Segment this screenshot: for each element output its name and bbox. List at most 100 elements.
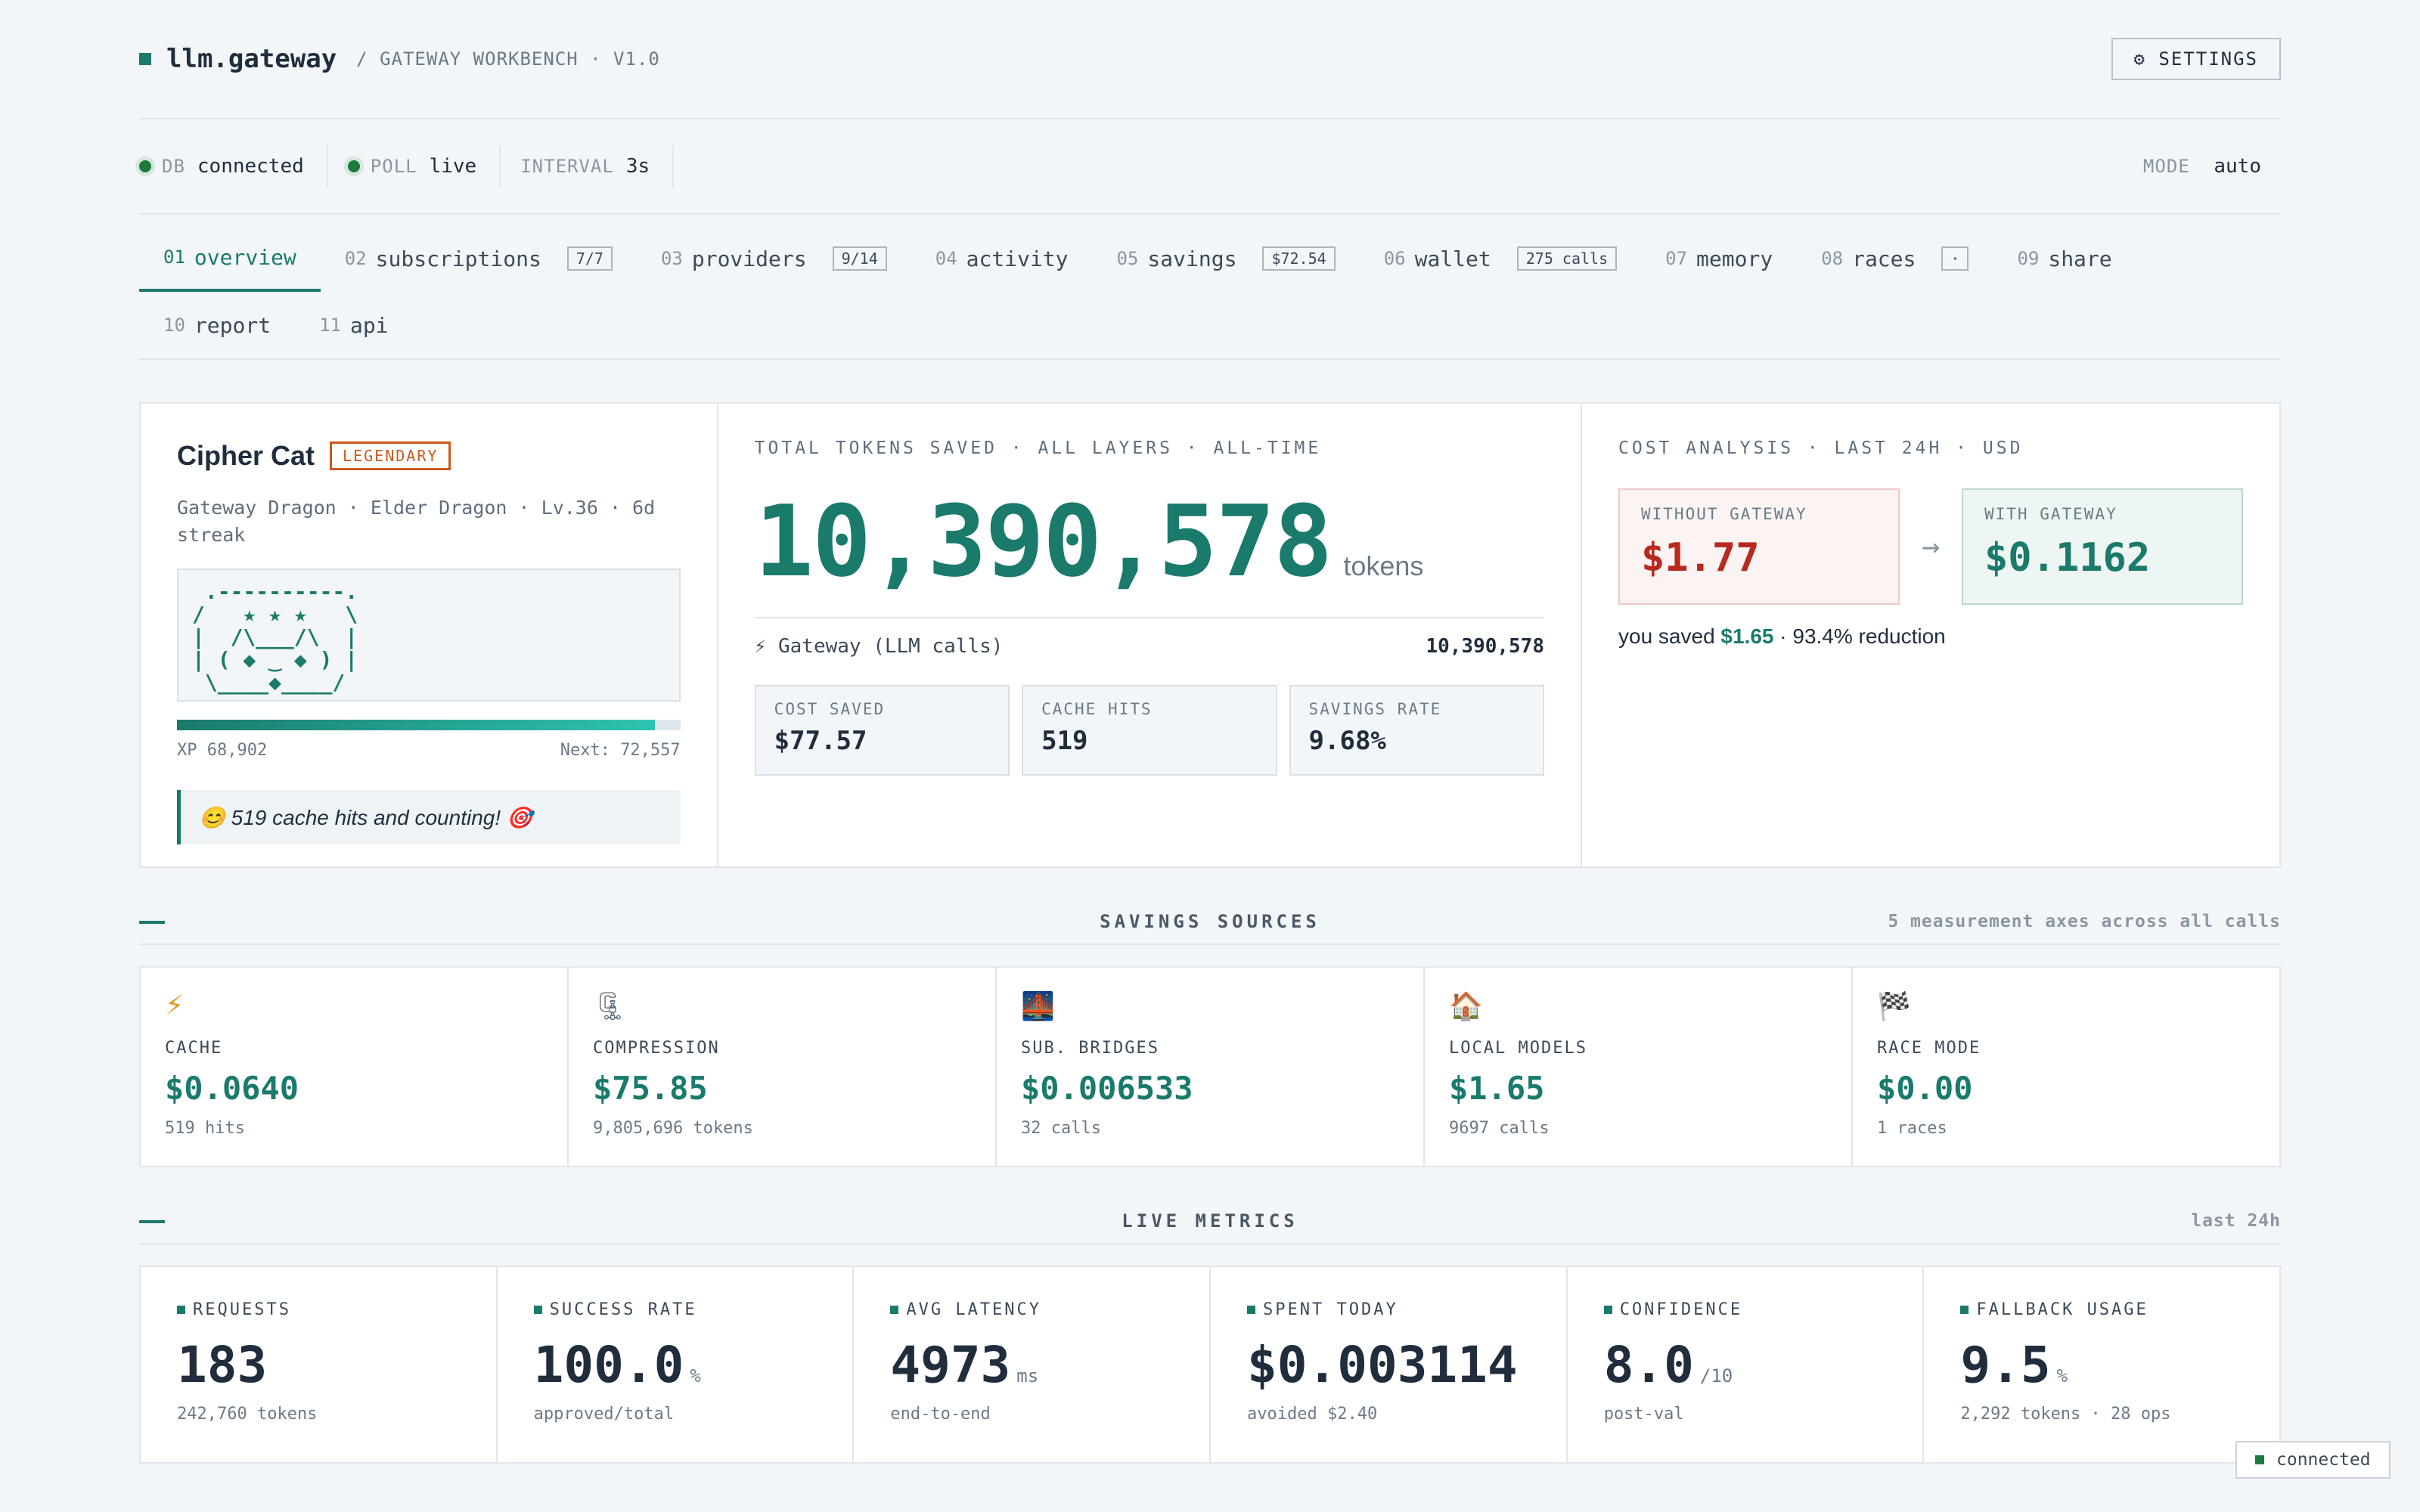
metric-marker-icon xyxy=(1247,1306,1256,1314)
metric-requests: REQUESTS 183 242,760 tokens xyxy=(141,1267,498,1462)
gateway-row: ⚡ Gateway (LLM calls) 10,390,578 xyxy=(754,617,1544,658)
tab-label: api xyxy=(349,312,389,338)
tokens-saved-unit: tokens xyxy=(1343,550,1424,581)
tab-number: 09 xyxy=(2017,248,2040,269)
tab-number: 01 xyxy=(163,246,185,268)
source-sub-bridges[interactable]: 🌉 SUB. BRIDGES $0.006533 32 calls xyxy=(997,968,1425,1166)
tab-label: wallet xyxy=(1414,246,1491,271)
interval-status[interactable]: INTERVAL 3s xyxy=(520,145,675,187)
metric-label: AVG LATENCY xyxy=(906,1300,1042,1319)
source-label: CACHE xyxy=(165,1039,223,1058)
source-compression[interactable]: 🗜 COMPRESSION $75.85 9,805,696 tokens xyxy=(569,968,997,1166)
metric-value: 183 xyxy=(177,1336,268,1394)
gateway-label: ⚡ Gateway (LLM calls) xyxy=(754,635,1004,658)
connection-label: connected xyxy=(2276,1450,2371,1470)
source-label: LOCAL MODELS xyxy=(1449,1039,1587,1058)
poll-status-key: POLL xyxy=(370,156,417,177)
source-race-mode[interactable]: 🏁 RACE MODE $0.00 1 races xyxy=(1853,968,2279,1166)
xp-next-label: Next: 72,557 xyxy=(560,741,681,760)
stat-label: COST SAVED xyxy=(774,700,886,718)
db-status-value: connected xyxy=(197,155,304,178)
source-value: $0.00 xyxy=(1877,1070,1973,1107)
metric-label: FALLBACK USAGE xyxy=(1976,1300,2149,1319)
tab-api[interactable]: 11 api xyxy=(295,292,412,358)
logo-mark xyxy=(139,53,151,65)
tab-number: 08 xyxy=(1821,248,1844,269)
metric-value: 100.0 xyxy=(533,1336,684,1394)
savings-sources-header: SAVINGS SOURCES 5 measurement axes acros… xyxy=(139,900,2281,945)
tab-label: share xyxy=(2048,246,2112,271)
tab-number: 03 xyxy=(660,248,683,269)
source-label: COMPRESSION xyxy=(593,1039,720,1058)
saved-suffix: · 93.4% reduction xyxy=(1779,624,1946,648)
tab-label: races xyxy=(1852,246,1916,271)
tab-races[interactable]: 08 races · xyxy=(1797,225,1993,292)
tab-number: 11 xyxy=(319,314,341,336)
mode-status[interactable]: MODE auto xyxy=(2143,155,2281,178)
tab-savings[interactable]: 05 savings $72.54 xyxy=(1093,225,1360,292)
metric-label: REQUESTS xyxy=(193,1300,291,1319)
metric-unit: % xyxy=(2056,1365,2068,1387)
house-icon: 🏠 xyxy=(1449,991,1483,1022)
tab-overview[interactable]: 01 overview xyxy=(139,225,321,292)
section-dash xyxy=(139,1220,165,1223)
connected-dot-icon xyxy=(2255,1455,2264,1464)
xp-progress-fill xyxy=(177,720,656,730)
with-gateway-value: $0.1162 xyxy=(1984,535,2151,581)
tab-report[interactable]: 10 report xyxy=(139,292,295,358)
source-local-models[interactable]: 🏠 LOCAL MODELS $1.65 9697 calls xyxy=(1425,968,1853,1166)
tab-label: subscriptions xyxy=(375,246,541,271)
cost-analysis-card: COST ANALYSIS · LAST 24H · USD WITHOUT G… xyxy=(1582,404,2279,866)
metric-marker-icon xyxy=(533,1306,542,1314)
tokens-saved-card: TOTAL TOKENS SAVED · ALL LAYERS · ALL-TI… xyxy=(718,404,1582,866)
tab-label: savings xyxy=(1147,246,1237,271)
status-bar: DB connected POLL live INTERVAL 3s MODE … xyxy=(139,119,2281,215)
tab-memory[interactable]: 07 memory xyxy=(1641,225,1797,292)
source-value: $75.85 xyxy=(593,1070,708,1107)
companion-ascii-art: .----------. / ★ ★ ★ \ | /\___/\ | | ( ◆… xyxy=(177,569,681,702)
status-dot-icon xyxy=(139,160,151,172)
section-dash xyxy=(139,921,165,924)
tab-activity[interactable]: 04 activity xyxy=(911,225,1093,292)
tab-label: overview xyxy=(194,244,296,270)
tab-share[interactable]: 09 share xyxy=(1993,225,2136,292)
metric-unit: /10 xyxy=(1699,1365,1733,1387)
app-subtitle: / GATEWAY WORKBENCH · V1.0 xyxy=(356,48,660,70)
tab-label: report xyxy=(194,312,271,338)
saved-prefix: you saved xyxy=(1618,624,1715,648)
status-dot-icon xyxy=(347,160,360,172)
metric-unit: ms xyxy=(1016,1365,1039,1387)
metric-avg-latency: AVG LATENCY 4973 ms end-to-end xyxy=(854,1267,1212,1462)
tab-wallet[interactable]: 06 wallet 275 calls xyxy=(1360,225,1641,292)
with-gateway-label: WITH GATEWAY xyxy=(1984,505,2118,523)
connection-indicator[interactable]: connected xyxy=(2235,1441,2391,1479)
header: llm.gateway / GATEWAY WORKBENCH · V1.0 ⚙… xyxy=(139,0,2281,119)
stat-value: 519 xyxy=(1041,726,1088,756)
stat-label: CACHE HITS xyxy=(1041,700,1153,718)
with-gateway-box: WITH GATEWAY $0.1162 xyxy=(1962,488,2243,605)
metric-sub: avoided $2.40 xyxy=(1247,1405,1378,1424)
tab-subscriptions[interactable]: 02 subscriptions 7/7 xyxy=(321,225,637,292)
source-cache[interactable]: ⚡ CACHE $0.0640 519 hits xyxy=(141,968,569,1166)
source-value: $1.65 xyxy=(1449,1070,1545,1107)
poll-status-value: live xyxy=(429,155,477,178)
app-logo[interactable]: llm.gateway xyxy=(166,44,337,74)
tab-providers[interactable]: 03 providers 9/14 xyxy=(637,225,911,292)
tab-number: 05 xyxy=(1116,248,1139,269)
poll-status[interactable]: POLL live xyxy=(347,145,501,187)
metric-value: $0.003114 xyxy=(1247,1336,1518,1394)
metric-sub: 2,292 tokens · 28 ops xyxy=(1960,1405,2171,1424)
source-label: SUB. BRIDGES xyxy=(1021,1039,1159,1058)
source-label: RACE MODE xyxy=(1877,1039,1981,1058)
source-sub: 32 calls xyxy=(1021,1119,1101,1138)
arrow-right-icon: → xyxy=(1921,529,1941,564)
tab-badge: 275 calls xyxy=(1516,246,1618,271)
stat-value: 9.68% xyxy=(1308,726,1386,756)
source-value: $0.006533 xyxy=(1021,1070,1193,1107)
metric-marker-icon xyxy=(890,1306,899,1314)
tab-badge: 9/14 xyxy=(832,246,887,271)
settings-button[interactable]: ⚙ SETTINGS xyxy=(2111,38,2281,80)
metric-marker-icon xyxy=(1960,1306,1969,1314)
metric-value: 4973 xyxy=(890,1336,1011,1394)
cost-saved-stat: COST SAVED $77.57 xyxy=(754,685,1010,776)
